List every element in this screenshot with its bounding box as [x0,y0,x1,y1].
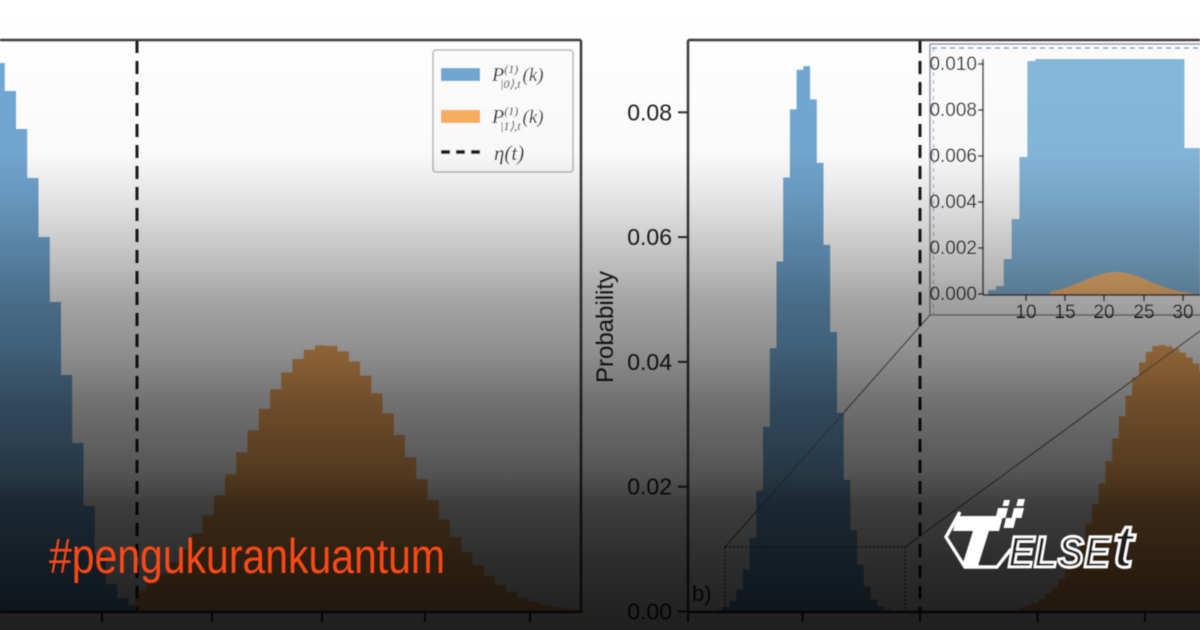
svg-text:t: t [1113,512,1136,580]
svg-text:ELSE: ELSE [1008,528,1111,577]
svg-text:#pengukurankuantum: #pengukurankuantum [49,530,445,584]
